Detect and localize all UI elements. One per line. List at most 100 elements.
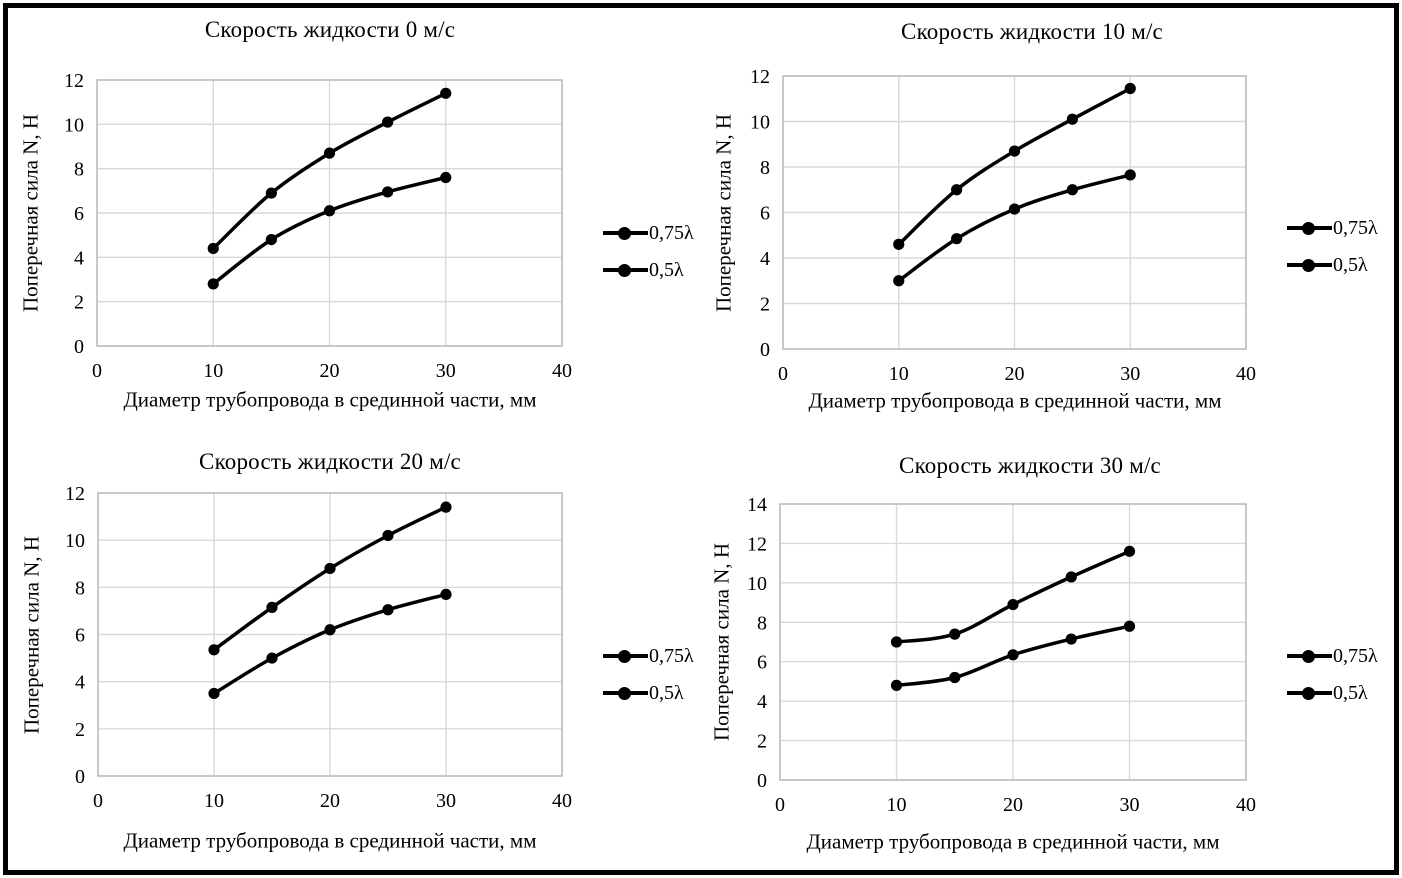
- tick-label: 8: [757, 612, 767, 634]
- tick-label: 0: [757, 770, 767, 792]
- tick-label: 12: [65, 483, 85, 505]
- data-point: [266, 652, 278, 664]
- x-axis-label: Диаметр трубопровода в срединной части, …: [806, 829, 1220, 854]
- legend-item: 0,5λ: [603, 258, 694, 282]
- tick-label: 20: [320, 790, 340, 812]
- legend: 0,75λ 0,5λ: [1287, 644, 1378, 718]
- tick-label: 8: [760, 157, 770, 179]
- data-point: [1065, 571, 1077, 583]
- legend-line-marker-icon: [1287, 221, 1332, 235]
- tick-label: 4: [757, 691, 767, 713]
- tick-label: 40: [1236, 794, 1256, 816]
- tick-label: 8: [74, 159, 84, 181]
- tick-label: 20: [1003, 794, 1023, 816]
- tick-label: 4: [75, 672, 85, 694]
- legend-line-marker-icon: [603, 686, 648, 700]
- tick-label: 10: [747, 573, 767, 595]
- tick-label: 10: [889, 363, 909, 385]
- data-point: [1123, 545, 1136, 557]
- tick-label: 6: [74, 203, 84, 225]
- data-point: [265, 187, 277, 199]
- data-point: [893, 238, 905, 250]
- legend-line-marker-icon: [603, 226, 648, 240]
- tick-label: 0: [92, 360, 102, 382]
- y-axis-label: Поперечная сила N, Н: [709, 543, 734, 741]
- tick-label: 40: [552, 360, 572, 382]
- tick-label: 10: [750, 112, 770, 134]
- data-point: [1008, 203, 1021, 215]
- data-point: [1065, 633, 1077, 645]
- legend: 0,75λ 0,5λ: [603, 644, 694, 718]
- legend-label: 0,75λ: [649, 221, 694, 244]
- y-axis-label: Поперечная сила N, Н: [18, 114, 43, 312]
- legend-item: 0,5λ: [1287, 681, 1378, 705]
- legend-label: 0,5λ: [649, 258, 684, 281]
- legend-item: 0,75λ: [1287, 644, 1378, 668]
- data-point: [1123, 620, 1136, 632]
- tick-label: 10: [64, 114, 84, 136]
- data-point: [1007, 649, 1019, 661]
- data-point: [440, 87, 452, 99]
- tick-label: 2: [75, 719, 85, 741]
- tick-label: 0: [778, 363, 788, 385]
- data-point: [440, 501, 452, 513]
- tick-label: 20: [1005, 363, 1025, 385]
- chart-plot-area: 0 2 4 6 8 10 12 0 10 20 30 40: [64, 70, 572, 382]
- plot-border: [96, 79, 563, 347]
- legend-item: 0,5λ: [603, 681, 694, 705]
- tick-label: 30: [1120, 794, 1140, 816]
- tick-label: 0: [760, 339, 770, 361]
- data-point: [890, 679, 903, 691]
- legend-item: 0,5λ: [1287, 253, 1378, 277]
- chart-plot-area: 0 2 4 6 8 10 12 14 0 10 20 30 40: [747, 494, 1256, 816]
- tick-label: 0: [74, 336, 84, 358]
- tick-label: 6: [760, 203, 770, 225]
- data-point: [951, 184, 963, 196]
- legend-line-marker-icon: [603, 649, 648, 663]
- tick-label: 12: [747, 533, 767, 555]
- data-point: [382, 604, 394, 616]
- data-point: [382, 186, 394, 198]
- tick-label: 4: [74, 247, 84, 269]
- data-point: [1124, 169, 1136, 181]
- legend: 0,75λ 0,5λ: [603, 221, 694, 295]
- data-point: [440, 588, 452, 601]
- tick-label: 40: [552, 790, 572, 812]
- x-axis-label: Диаметр трубопровода в срединной части, …: [808, 388, 1222, 413]
- data-point: [440, 171, 452, 184]
- x-axis-label: Диаметр трубопровода в срединной части, …: [123, 387, 537, 412]
- legend-line-marker-icon: [603, 263, 648, 277]
- legend-line-marker-icon: [1287, 258, 1332, 272]
- legend-label: 0,5λ: [649, 681, 684, 704]
- chart-plot-area: 0 2 4 6 8 10 12 0 10 20 30 40: [750, 66, 1256, 385]
- chart-plot-area: 0 2 4 6 8 10 12 0 10 20 30 40: [65, 483, 572, 812]
- legend-item: 0,75λ: [1287, 216, 1378, 240]
- data-point: [323, 147, 336, 159]
- data-point: [1124, 82, 1136, 95]
- data-point: [323, 205, 336, 217]
- data-point: [208, 687, 220, 700]
- data-point: [266, 601, 278, 613]
- chart-title: Скорость жидкости 10 м/с: [901, 19, 1163, 44]
- data-point: [890, 636, 903, 648]
- tick-label: 2: [74, 292, 84, 314]
- tick-label: 6: [757, 652, 767, 674]
- figure-frame: [3, 3, 1399, 875]
- tick-label: 0: [93, 790, 103, 812]
- legend-line-marker-icon: [1287, 686, 1332, 700]
- data-point: [382, 529, 394, 542]
- tick-label: 14: [747, 494, 767, 516]
- data-point: [265, 234, 277, 246]
- tick-label: 20: [320, 360, 340, 382]
- plot-border: [97, 492, 563, 777]
- tick-label: 10: [203, 360, 223, 382]
- data-point: [893, 275, 905, 287]
- tick-label: 30: [436, 360, 456, 382]
- tick-label: 40: [1236, 363, 1256, 385]
- data-point: [951, 233, 963, 245]
- tick-label: 0: [75, 766, 85, 788]
- tick-label: 2: [760, 294, 770, 316]
- data-point: [207, 242, 219, 255]
- tick-label: 2: [757, 731, 767, 753]
